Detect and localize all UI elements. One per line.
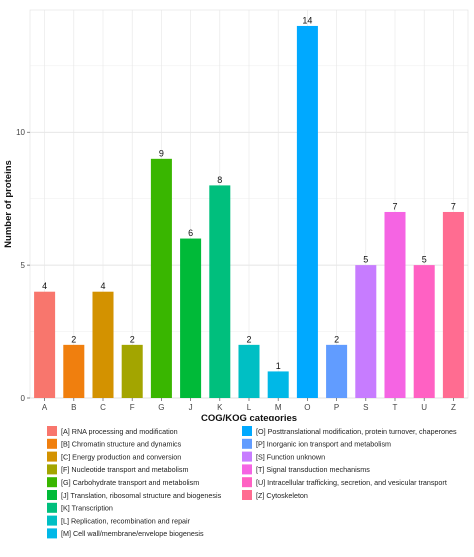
x-tick-label-A: A (42, 403, 48, 412)
bar-Z (442, 211, 464, 398)
data-label-S: 5 (363, 255, 368, 265)
legend-swatch-S (242, 451, 252, 462)
bar-K (209, 185, 231, 398)
legend-swatch-O (242, 426, 252, 436)
bar-G (150, 158, 172, 398)
x-tick-label-K: K (217, 403, 223, 412)
legend-entry-G: [G] Carbohydrate transport and metabolis… (61, 478, 199, 487)
legend-entry-C: [C] Energy production and conversion (61, 452, 181, 461)
legend-entry-K: [K] Transcription (61, 504, 113, 513)
data-label-O: 14 (302, 15, 312, 25)
bar-T (384, 211, 406, 398)
x-tick-label-B: B (71, 403, 76, 412)
x-tick-label-O: O (304, 403, 310, 412)
legend-swatch-B (47, 438, 57, 449)
x-tick-label-L: L (247, 403, 252, 412)
legend-swatch-U (242, 477, 252, 488)
legend-swatch-L (47, 515, 57, 526)
y-tick-label: 5 (21, 261, 26, 270)
legend-background (41, 421, 439, 541)
x-tick-label-Z: Z (451, 403, 456, 412)
legend-swatch-G (47, 477, 57, 488)
x-tick-label-J: J (189, 403, 193, 412)
legend-swatch-M (47, 528, 57, 539)
data-label-U: 5 (422, 255, 427, 265)
legend-entry-M: [M] Cell wall/membrane/envelope biogenes… (61, 529, 204, 538)
x-tick-label-P: P (334, 403, 339, 412)
x-tick-label-S: S (363, 403, 368, 412)
bar-L (238, 344, 260, 398)
legend-swatch-A (47, 426, 57, 436)
x-tick-label-M: M (275, 403, 282, 412)
legend-entry-F: [F] Nucleotide transport and metabolism (61, 465, 188, 474)
legend-swatch-T (242, 464, 252, 475)
bar-P (326, 344, 348, 398)
data-label-L: 2 (246, 334, 251, 344)
data-label-F: 2 (130, 334, 135, 344)
legend-entry-L: [L] Replication, recombination and repai… (61, 516, 191, 525)
legend-entry-O: [O] Posttranslational modification, prot… (256, 427, 457, 436)
legend-entry-S: [S] Function unknown (256, 452, 325, 461)
bar-F (121, 344, 143, 398)
data-label-T: 7 (392, 201, 397, 211)
legend-entry-A: [A] RNA processing and modification (61, 427, 178, 436)
legend-entry-T: [T] Signal transduction mechanisms (256, 465, 370, 474)
x-tick-label-F: F (130, 403, 135, 412)
legend-swatch-F (47, 464, 57, 475)
data-label-P: 2 (334, 334, 339, 344)
y-axis-ticks: 0 5 10 (16, 128, 30, 403)
bar-O (296, 25, 318, 399)
legend-swatch-P (242, 438, 252, 449)
legend: [A] RNA processing and modification [B] C… (41, 421, 457, 541)
x-tick-label-U: U (421, 403, 427, 412)
bar-S (355, 265, 377, 398)
y-tick-label: 0 (21, 394, 26, 403)
legend-swatch-J (47, 490, 57, 500)
x-tick-label-C: C (100, 403, 106, 412)
x-tick-label-T: T (393, 403, 398, 412)
legend-swatch-Z (242, 490, 252, 500)
bar-J (180, 238, 202, 398)
data-label-Z: 7 (451, 201, 456, 211)
bar-A (34, 291, 56, 398)
legend-entry-J: [J] Translation, ribosomal structure and… (61, 491, 222, 500)
bar-M (267, 371, 289, 398)
bar-B (63, 344, 85, 398)
bar-C (92, 291, 114, 398)
data-label-A: 4 (42, 281, 47, 291)
data-label-C: 4 (100, 281, 105, 291)
data-label-B: 2 (71, 334, 76, 344)
data-label-J: 6 (188, 228, 193, 238)
legend-entry-Z: [Z] Cytoskeleton (256, 491, 308, 500)
legend-entry-P: [P] Inorganic ion transport and metaboli… (256, 440, 391, 449)
data-labels: 4 2 4 2 9 6 8 2 1 14 2 5 7 5 7 (42, 15, 456, 370)
legend-entry-U: [U] Intracellular trafficking, secretion… (256, 478, 447, 487)
x-tick-label-G: G (158, 403, 164, 412)
bar-U (413, 265, 435, 398)
legend-swatch-K (47, 502, 57, 513)
data-label-K: 8 (217, 175, 222, 185)
y-tick-label: 10 (16, 128, 25, 137)
bars (34, 25, 464, 399)
data-label-G: 9 (159, 148, 164, 158)
legend-entry-B: [B] Chromatin structure and dynamics (61, 440, 182, 449)
x-axis-title: COG/KOG categories (201, 413, 297, 424)
legend-swatch-C (47, 451, 57, 462)
y-axis-title: Number of proteins (3, 160, 14, 248)
data-label-M: 1 (276, 361, 281, 371)
